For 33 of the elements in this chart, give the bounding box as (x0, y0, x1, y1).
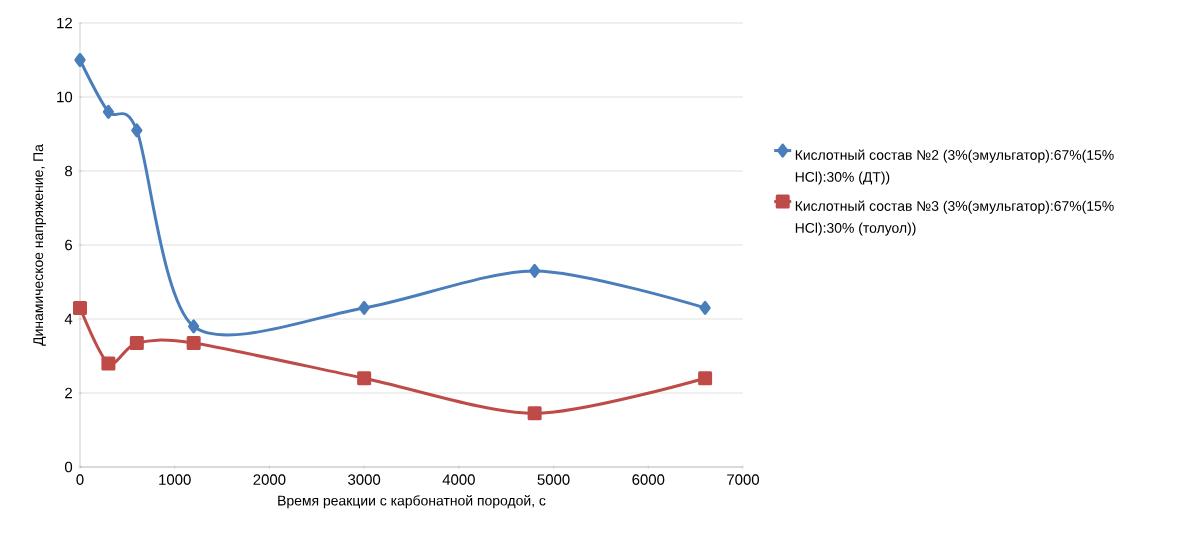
point (188, 319, 200, 334)
point (186, 336, 201, 351)
y-tick-label: 0 (64, 461, 73, 473)
point (101, 356, 116, 371)
y-tick-label: 2 (65, 387, 72, 399)
x-tick-label: 3000 (348, 474, 381, 485)
y-axis-title: Динамическое напряжение, Па (33, 144, 46, 346)
point (529, 263, 541, 278)
point (102, 104, 115, 119)
x-tick-label: 6000 (632, 474, 665, 485)
x-tick-label: 5000 (537, 474, 570, 485)
y-tick-label: 6 (65, 239, 73, 251)
point (698, 371, 713, 386)
y-tick-label: 10 (57, 91, 73, 103)
point (358, 300, 370, 315)
x-tick-label: 4000 (442, 474, 475, 485)
x-tick-label: 0 (76, 474, 84, 485)
y-tick-label: 12 (57, 17, 72, 29)
point (527, 406, 542, 421)
y-tick-label: 8 (65, 165, 73, 177)
y-tick-label: 4 (64, 313, 73, 325)
point (74, 53, 86, 67)
legend-label: Кислотный состав №3 (3%(эмульгатор):67%(15% HCl):30% (толуол)) (795, 200, 1114, 236)
x-axis-title: Время реакции с карбонатной породой, с (278, 495, 546, 509)
point (699, 300, 711, 315)
point (73, 300, 87, 315)
x-tick-label: 2000 (253, 474, 286, 485)
point (129, 336, 144, 351)
point (357, 371, 372, 386)
x-tick-label: 7000 (727, 474, 760, 485)
legend-label: Кислотный состав №2 (3%(эмульгатор):67%(15% HCl):30% (ДТ)) (795, 149, 1114, 185)
point (131, 123, 143, 138)
x-tick-label: 1000 (159, 474, 191, 485)
